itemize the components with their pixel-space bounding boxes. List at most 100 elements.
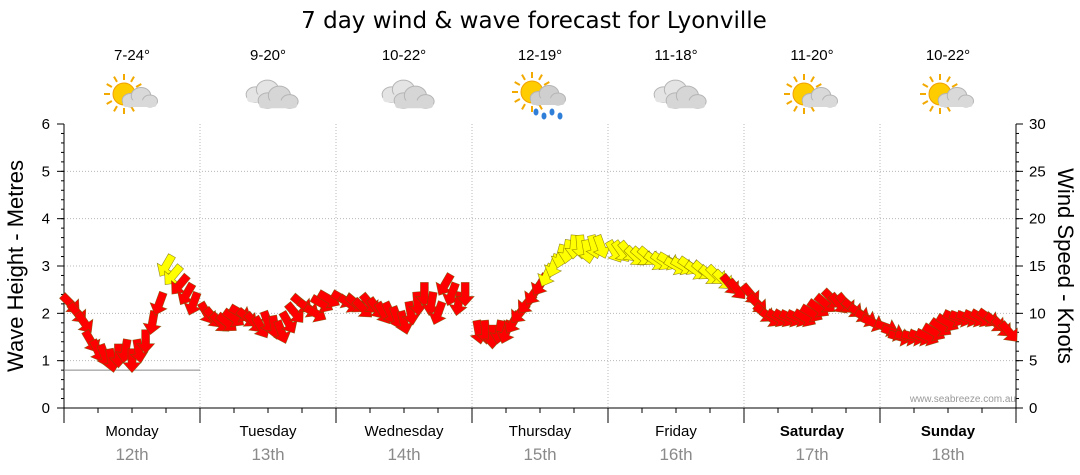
sun-ray <box>113 105 118 112</box>
day-label: Wednesday <box>365 423 444 440</box>
cloud-base <box>395 100 434 109</box>
series-layer <box>59 234 1018 374</box>
sun-ray <box>135 83 142 88</box>
wind-arrow-shape <box>428 300 447 326</box>
day-temp: 10-22° <box>926 47 970 64</box>
sun-ray <box>786 83 793 88</box>
day-temp: 10-22° <box>382 47 426 64</box>
wind-arrow-shape <box>149 290 168 316</box>
y-left-tick-label: 0 <box>42 400 50 417</box>
wind-arrow-shape <box>135 329 156 355</box>
cloud-base <box>259 100 298 109</box>
raindrop <box>541 112 547 120</box>
day-date: 17th <box>795 445 828 464</box>
day-label: Thursday <box>509 423 572 440</box>
sun-ray <box>106 83 113 88</box>
day-temp: 9-20° <box>250 47 286 64</box>
day-temp: 11-18° <box>654 47 697 64</box>
day-date: 15th <box>523 445 556 464</box>
wind-arrow <box>149 290 168 316</box>
sun-shape <box>784 74 824 114</box>
sun-ray <box>793 76 798 83</box>
partly-sunny-icon <box>920 74 974 114</box>
day-temp: 11-20° <box>790 47 833 64</box>
cloud-shape <box>529 85 566 106</box>
wind-arrow <box>997 320 1018 342</box>
day-date: 13th <box>251 445 284 464</box>
sun-ray <box>514 98 521 103</box>
sun-ray <box>951 83 958 88</box>
y-right-tick-label: 10 <box>1029 305 1046 322</box>
cloud-base <box>531 98 565 105</box>
cloud-shape <box>665 85 707 109</box>
sun-ray <box>786 100 793 105</box>
wind-arrow <box>135 329 156 355</box>
y-right-tick-label: 5 <box>1029 353 1037 370</box>
y-left-tick-label: 1 <box>42 353 50 370</box>
partly-sunny-icon <box>784 74 838 114</box>
day-label: Monday <box>105 423 159 440</box>
chart-title: 7 day wind & wave forecast for Lyonville <box>301 8 767 34</box>
day-date: 12th <box>115 445 148 464</box>
cloud-shape <box>937 87 974 108</box>
y-left-tick-label: 2 <box>42 305 50 322</box>
x-axis-labels: Monday 12th Tuesday 13th Wednesday 14th Thursd… <box>105 423 975 464</box>
grid-lines <box>64 124 1016 408</box>
sun-rain-icon <box>512 72 566 120</box>
wind-arrow-shape <box>455 282 475 307</box>
day-temp: 12-19° <box>518 47 562 64</box>
cloudy-icon <box>653 79 707 109</box>
sun-ray <box>929 105 934 112</box>
day-label: Tuesday <box>240 423 297 440</box>
wind-arrow <box>73 310 94 333</box>
cloud-shape <box>121 87 158 108</box>
axes: 0 1 2 3 4 5 6 0 5 10 15 20 25 30 <box>42 116 1046 423</box>
wind-arrow <box>455 282 475 307</box>
raindrop <box>533 108 539 116</box>
watermark: www.seabreeze.com.au <box>909 394 1016 405</box>
day-label: Sunday <box>921 423 976 440</box>
cloudy-icon <box>381 79 435 109</box>
sun-ray <box>543 81 550 86</box>
wind-arrow-shape <box>73 310 94 333</box>
sun-ray <box>113 76 118 83</box>
y-left-label: Wave Height - Metres <box>3 160 28 372</box>
sun-ray <box>929 76 934 83</box>
day-date: 16th <box>659 445 692 464</box>
wind-arrow-shape <box>997 320 1018 342</box>
sun-ray <box>922 100 929 105</box>
y-left-tick-label: 3 <box>42 258 50 275</box>
cloudy-icon <box>245 79 299 109</box>
partly-sunny-icon <box>104 74 158 114</box>
y-right-tick-label: 15 <box>1029 258 1046 275</box>
sun-ray <box>815 83 822 88</box>
sun-ray <box>793 105 798 112</box>
y-right-tick-label: 0 <box>1029 400 1037 417</box>
cloud-base <box>123 100 157 107</box>
sun-ray <box>521 74 526 81</box>
sun-ray <box>130 76 135 83</box>
day-label: Friday <box>655 423 697 440</box>
day-temp: 7-24° <box>114 47 150 64</box>
raindrop <box>557 112 563 120</box>
sun-ray <box>922 83 929 88</box>
y-right-tick-label: 25 <box>1029 163 1046 180</box>
sun-ray <box>946 76 951 83</box>
y-right-tick-label: 20 <box>1029 211 1046 228</box>
cloud-shape <box>393 85 435 109</box>
y-left-tick-label: 6 <box>42 116 50 133</box>
sun-ray <box>810 76 815 83</box>
y-right-label: Wind Speed - Knots <box>1053 168 1078 364</box>
sun-ray <box>106 100 113 105</box>
cloud-base <box>803 100 837 107</box>
y-right-tick-label: 30 <box>1029 116 1046 133</box>
y-left-tick-label: 5 <box>42 163 50 180</box>
cloud-base <box>667 100 706 109</box>
cloud-shape <box>257 85 299 109</box>
raindrop <box>549 108 555 116</box>
wind-arrow <box>428 300 447 326</box>
day-date: 14th <box>387 445 420 464</box>
sun-ray <box>514 81 521 86</box>
day-date: 18th <box>931 445 964 464</box>
